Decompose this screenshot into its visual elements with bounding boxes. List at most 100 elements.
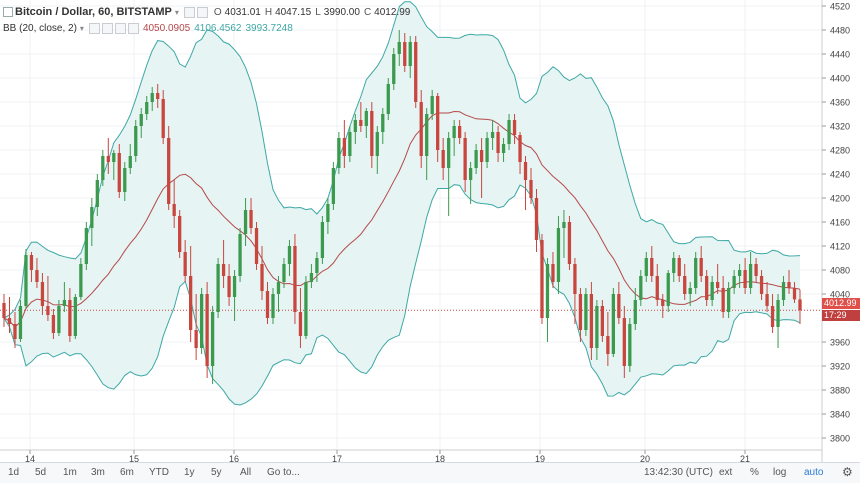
candle-body <box>666 273 670 306</box>
auto-button[interactable]: auto <box>804 467 824 478</box>
y-tick-label: 4080 <box>830 266 850 276</box>
percent-button[interactable]: % <box>750 467 759 478</box>
candle-body <box>447 138 451 168</box>
candle-body <box>370 111 374 156</box>
more-icon[interactable] <box>127 23 139 34</box>
candle-body <box>249 210 253 228</box>
candle-body <box>167 138 171 204</box>
candle-body <box>485 138 489 162</box>
candle-body <box>534 198 539 240</box>
candle-body <box>523 162 528 180</box>
candle-body <box>754 264 758 276</box>
range-ytd-button[interactable]: YTD <box>149 467 169 478</box>
range-6m-button[interactable]: 6m <box>120 467 134 478</box>
candle-body <box>243 210 248 234</box>
countdown-label: 17:29 <box>822 310 860 321</box>
goto-button[interactable]: Go to... <box>267 467 300 478</box>
candle-body <box>315 258 319 273</box>
y-tick-label: 3960 <box>830 338 850 348</box>
candle-body <box>29 255 34 270</box>
y-tick-label: 3800 <box>830 434 850 444</box>
candle-body <box>732 276 736 288</box>
candle-body <box>254 228 259 264</box>
range-1y-button[interactable]: 1y <box>184 467 195 478</box>
y-tick-label: 4480 <box>830 26 850 36</box>
y-tick-label: 4120 <box>830 242 850 252</box>
candle-body <box>293 246 297 312</box>
candle-body <box>161 99 165 138</box>
candle-body <box>139 114 143 126</box>
y-tick-label: 4360 <box>830 98 850 108</box>
candle-body <box>2 303 6 318</box>
candle-body <box>276 282 281 294</box>
candle-body <box>123 168 127 192</box>
chevron-down-icon[interactable]: ▾ <box>79 24 84 33</box>
candle-body <box>644 258 648 276</box>
bb-band-fill <box>4 1 800 405</box>
chart-title: Bitcoin / Dollar, 60, BITSTAMP <box>15 6 172 18</box>
eye-icon[interactable] <box>88 23 100 34</box>
bb-basis-value: 4050.0905 <box>142 23 191 34</box>
candle-body <box>584 294 588 330</box>
y-tick-label: 4160 <box>830 218 850 228</box>
candle-body <box>392 54 396 84</box>
chevron-down-icon[interactable]: ▾ <box>174 7 179 17</box>
candle-body <box>776 300 780 327</box>
candle-body <box>556 228 561 282</box>
gear-icon[interactable]: ⚙ <box>842 465 853 479</box>
bottom-toolbar: 1d 5d 1m 3m 6m YTD 1y 5y All Go to... 13… <box>0 462 860 483</box>
chart-title-row: Bitcoin / Dollar, 60, BITSTAMP ▾ O 4031.0… <box>0 6 410 18</box>
log-button[interactable]: log <box>773 467 787 478</box>
candle-body <box>507 120 511 144</box>
candle-body <box>194 330 198 348</box>
range-3m-button[interactable]: 3m <box>91 467 105 478</box>
candle-body <box>518 135 522 162</box>
candle-body <box>79 264 83 297</box>
close-icon[interactable] <box>114 23 126 34</box>
candle-body <box>309 273 314 282</box>
candle-body <box>792 288 797 300</box>
indicator-name[interactable]: BB (20, close, 2) <box>3 23 77 34</box>
candle-body <box>331 168 336 204</box>
candle-body <box>710 282 714 300</box>
candle-body <box>573 264 577 294</box>
collapse-icon[interactable] <box>3 7 13 17</box>
range-1m-button[interactable]: 1m <box>63 467 77 478</box>
ohlc-close: 4012.99 <box>374 6 411 18</box>
candle-body <box>512 120 517 135</box>
candle-body <box>726 288 731 312</box>
candle-body <box>7 318 12 324</box>
candle-body <box>562 222 566 228</box>
candle-body <box>375 132 379 156</box>
candle-body <box>24 255 28 306</box>
y-tick-label: 3920 <box>830 362 850 372</box>
candle-body <box>68 300 72 336</box>
candle-body <box>353 120 357 132</box>
candle-body <box>414 42 418 102</box>
settings-small-icon[interactable] <box>196 6 208 18</box>
candle-body <box>145 102 149 114</box>
x-tick-label: 19 <box>535 454 545 464</box>
range-1d-button[interactable]: 1d <box>8 467 20 478</box>
candle-body <box>178 216 182 252</box>
range-all-button[interactable]: All <box>240 467 252 478</box>
x-tick-label: 14 <box>25 454 35 464</box>
y-tick-label: 4440 <box>830 50 850 60</box>
candle-body <box>150 93 154 102</box>
candle-body <box>567 222 572 264</box>
eye-icon[interactable] <box>183 6 195 18</box>
settings-small-icon[interactable] <box>101 23 113 34</box>
candle-body <box>101 156 105 180</box>
ext-button[interactable]: ext <box>719 467 733 478</box>
candle-body <box>501 144 506 153</box>
candle-body <box>35 270 39 282</box>
candle-body <box>633 300 637 324</box>
x-tick-label: 17 <box>332 454 342 464</box>
ohlc-high: 4047.15 <box>275 6 312 18</box>
range-5d-button[interactable]: 5d <box>35 467 47 478</box>
range-5y-button[interactable]: 5y <box>211 467 222 478</box>
candle-body <box>705 276 709 300</box>
candle-body <box>529 180 533 198</box>
candle-body <box>84 228 88 264</box>
